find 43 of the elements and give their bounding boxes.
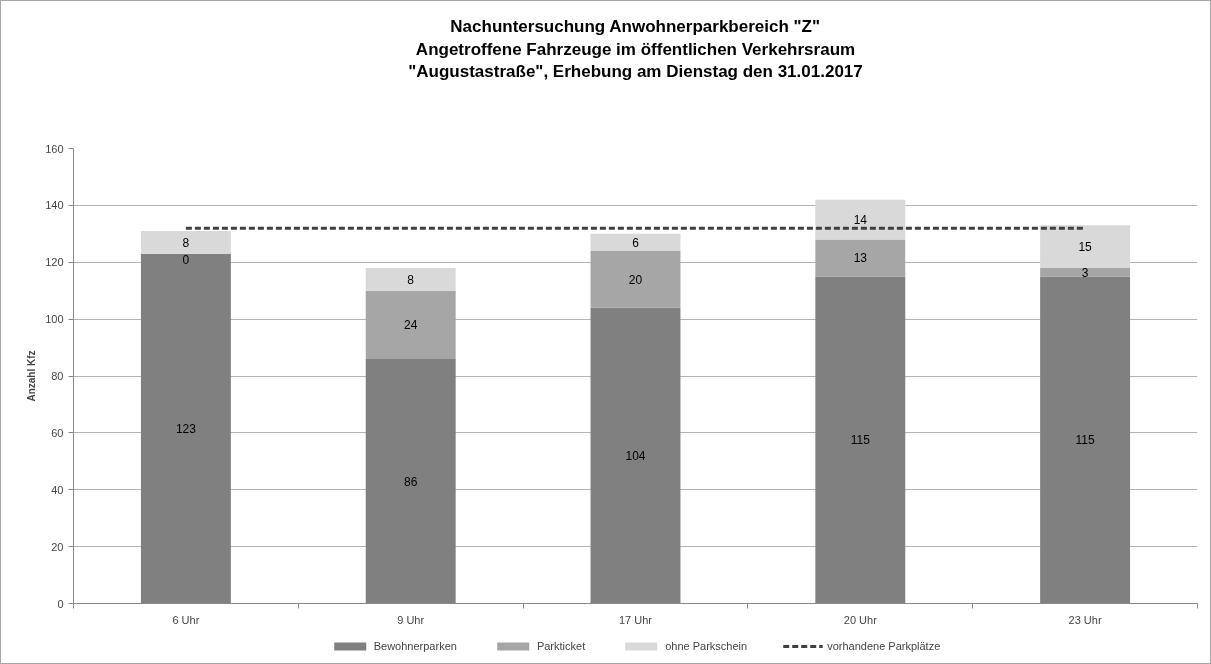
data-label: 20 — [628, 272, 643, 287]
legend-label: ohne Parkschein — [665, 640, 748, 652]
y-tick-label: 80 — [51, 370, 64, 382]
y-tick-label: 140 — [45, 199, 64, 212]
x-tick-label: 20 Uhr — [843, 613, 878, 626]
data-label: 8 — [182, 235, 190, 250]
data-label: 24 — [404, 318, 418, 333]
legend-label: Parkticket — [536, 640, 586, 652]
y-tick-label: 0 — [57, 597, 64, 610]
data-label: 3 — [1081, 265, 1089, 280]
bar — [1040, 225, 1131, 268]
y-tick-label: 20 — [51, 540, 64, 553]
data-label: 8 — [407, 272, 415, 287]
data-label: 13 — [853, 251, 868, 266]
bar — [590, 233, 681, 251]
chart-title: Nachuntersuchung Anwohnerparkbereich "Z" Angetroffene Fahrzeuge im öffentlichen Verkehrsraum "Augustastraße", Erhebung am Dienstag den 31.01.2017 — [408, 16, 863, 82]
y-tick-label: 40 — [51, 483, 64, 496]
y-axis-title: Anzahl Kfz — [26, 350, 38, 402]
data-label: 0 — [182, 252, 190, 267]
x-tick-label: 6 Uhr — [172, 613, 200, 626]
bar — [140, 230, 231, 254]
legend-label: Bewohnerparken — [373, 640, 457, 652]
x-tick-label: 17 Uhr — [618, 613, 653, 626]
data-label: 104 — [625, 449, 646, 464]
y-tick-label: 120 — [45, 256, 64, 269]
y-tick-label: 160 — [45, 142, 64, 155]
legend-label: vorhandene Parkplätze — [827, 640, 941, 652]
data-label: 115 — [850, 433, 871, 448]
data-label: 15 — [1078, 240, 1093, 255]
y-tick-label: 100 — [45, 313, 64, 326]
bar — [365, 267, 456, 291]
data-label: 6 — [632, 235, 640, 250]
data-label: 115 — [1075, 433, 1095, 448]
x-tick-label: 9 Uhr — [397, 613, 425, 626]
bar — [590, 250, 681, 308]
bar — [365, 290, 456, 359]
data-label: 86 — [404, 474, 418, 489]
bar — [815, 239, 906, 277]
x-tick-label: 23 Uhr — [1068, 613, 1102, 626]
y-tick-label: 60 — [51, 426, 64, 439]
bar — [815, 199, 906, 240]
data-label: 123 — [175, 422, 197, 437]
data-label: 14 — [853, 213, 868, 228]
